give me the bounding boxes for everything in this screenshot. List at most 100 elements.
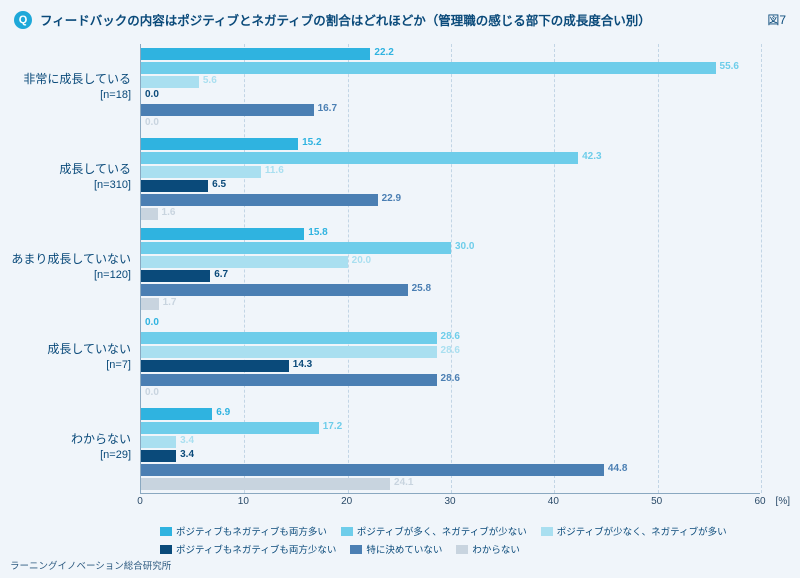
- bar-row: 17.2: [141, 422, 760, 434]
- bar-value-label: 44.8: [608, 463, 627, 474]
- figure-number: 図7: [767, 11, 786, 28]
- bar: [141, 228, 304, 240]
- bar-value-label: 6.5: [212, 179, 226, 190]
- legend-swatch: [160, 527, 172, 536]
- bar: [141, 436, 176, 448]
- category-group: あまり成長していない[n=120]15.830.020.06.725.81.7: [141, 228, 760, 312]
- bar-row: 0.0: [141, 318, 760, 330]
- bar: [141, 62, 716, 74]
- x-tick-label: 20: [341, 496, 352, 507]
- bar-value-label: 0.0: [145, 387, 159, 398]
- x-tick-label: 10: [238, 496, 249, 507]
- bar-value-label: 42.3: [582, 151, 601, 162]
- bar-row: 0.0: [141, 90, 760, 102]
- bar: [141, 256, 348, 268]
- bar-value-label: 22.2: [374, 47, 393, 58]
- bar-value-label: 55.6: [720, 61, 739, 72]
- x-tick-label: 60: [754, 496, 765, 507]
- bar-value-label: 0.0: [145, 117, 159, 128]
- category-label: 成長していない[n=7]: [1, 342, 131, 372]
- bar-value-label: 3.4: [180, 435, 194, 446]
- figure-container: Q フィードバックの内容はポジティブとネガティブの割合はどれほどか（管理職の感じ…: [0, 0, 800, 578]
- bar-row: 24.1: [141, 478, 760, 490]
- bar-value-label: 16.7: [318, 103, 337, 114]
- bar-value-label: 25.8: [412, 283, 431, 294]
- bar-row: 14.3: [141, 360, 760, 372]
- legend-swatch: [160, 545, 172, 554]
- gridline: [761, 44, 762, 493]
- bar-row: 6.5: [141, 180, 760, 192]
- bar-row: 30.0: [141, 242, 760, 254]
- legend-label: ポジティブもネガティブも両方少ない: [176, 542, 336, 556]
- bar: [141, 478, 390, 490]
- bar-row: 3.4: [141, 450, 760, 462]
- bar: [141, 242, 451, 254]
- bar: [141, 346, 437, 358]
- bar-value-label: 20.0: [352, 255, 371, 266]
- bar-value-label: 14.3: [293, 359, 312, 370]
- bar-value-label: 0.0: [145, 89, 159, 100]
- bar: [141, 138, 298, 150]
- legend-swatch: [541, 527, 553, 536]
- x-tick-label: 50: [651, 496, 662, 507]
- category-group: わからない[n=29]6.917.23.43.444.824.1: [141, 408, 760, 492]
- legend-item: ポジティブもネガティブも両方多い: [160, 524, 327, 538]
- category-group: 成長している[n=310]15.242.311.66.522.91.6: [141, 138, 760, 222]
- legend-label: 特に決めていない: [366, 542, 442, 556]
- header: Q フィードバックの内容はポジティブとネガティブの割合はどれほどか（管理職の感じ…: [0, 0, 800, 35]
- legend-label: ポジティブが多く、ネガティブが少ない: [357, 524, 527, 538]
- bar-value-label: 11.6: [265, 165, 284, 176]
- legend-swatch: [341, 527, 353, 536]
- plot-area: 非常に成長している[n=18]22.255.65.60.016.70.0成長して…: [140, 44, 760, 494]
- x-tick-label: 40: [548, 496, 559, 507]
- bar-row: 28.6: [141, 374, 760, 386]
- x-axis-ticks: 0102030405060[%]: [140, 496, 760, 512]
- bar-value-label: 5.6: [203, 75, 217, 86]
- legend-item: わからない: [456, 542, 520, 556]
- bar-value-label: 28.6: [441, 345, 460, 356]
- bar: [141, 76, 199, 88]
- category-label: 成長している[n=310]: [1, 162, 131, 192]
- bar: [141, 208, 158, 220]
- legend: ポジティブもネガティブも両方多い ポジティブが多く、ネガティブが少ない ポジティブが…: [160, 524, 740, 556]
- legend-item: ポジティブが少なく、ネガティブが多い: [541, 524, 727, 538]
- legend-label: ポジティブもネガティブも両方多い: [176, 524, 327, 538]
- bar-value-label: 0.0: [145, 317, 159, 328]
- bar-row: 28.6: [141, 332, 760, 344]
- category-label: わからない[n=29]: [1, 432, 131, 462]
- bar: [141, 166, 261, 178]
- bar-row: 1.7: [141, 298, 760, 310]
- bar-row: 55.6: [141, 62, 760, 74]
- bar: [141, 284, 408, 296]
- legend-item: 特に決めていない: [350, 542, 442, 556]
- bar-value-label: 6.9: [216, 407, 230, 418]
- chart-title: フィードバックの内容はポジティブとネガティブの割合はどれほどか（管理職の感じる部…: [40, 10, 759, 29]
- bar: [141, 332, 437, 344]
- bar: [141, 374, 437, 386]
- bar: [141, 408, 212, 420]
- bar: [141, 152, 578, 164]
- bar: [141, 360, 289, 372]
- bar: [141, 422, 319, 434]
- bar-row: 28.6: [141, 346, 760, 358]
- legend-label: ポジティブが少なく、ネガティブが多い: [557, 524, 727, 538]
- bar: [141, 104, 314, 116]
- bar-value-label: 28.6: [441, 331, 460, 342]
- bar: [141, 180, 208, 192]
- bar-row: 44.8: [141, 464, 760, 476]
- bar-row: 16.7: [141, 104, 760, 116]
- bar-value-label: 6.7: [214, 269, 228, 280]
- bar: [141, 194, 378, 206]
- bar-row: 1.6: [141, 208, 760, 220]
- bar-row: 3.4: [141, 436, 760, 448]
- q-icon: Q: [14, 11, 32, 29]
- bar-value-label: 15.8: [308, 227, 327, 238]
- bar: [141, 48, 370, 60]
- bar-row: 15.8: [141, 228, 760, 240]
- bar-row: 22.2: [141, 48, 760, 60]
- bar-row: 20.0: [141, 256, 760, 268]
- bar-row: 6.7: [141, 270, 760, 282]
- x-tick-label: 30: [444, 496, 455, 507]
- bar-value-label: 3.4: [180, 449, 194, 460]
- bar-row: 6.9: [141, 408, 760, 420]
